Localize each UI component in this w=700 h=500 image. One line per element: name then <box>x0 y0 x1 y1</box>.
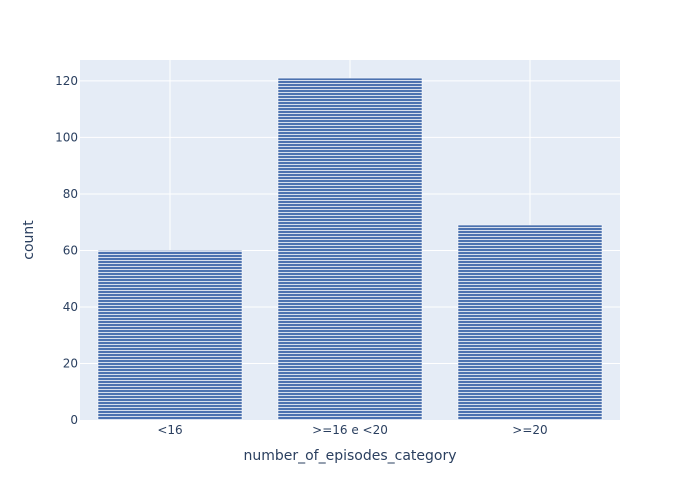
y-tick-label: 80 <box>63 187 78 201</box>
bar <box>457 224 603 421</box>
bar <box>277 77 423 421</box>
y-tick-label: 120 <box>55 74 78 88</box>
bar <box>97 250 243 421</box>
y-tick-label: 60 <box>63 243 78 257</box>
bars <box>97 77 603 421</box>
y-axis-ticks: 0 20 40 60 80 100 120 <box>55 74 78 427</box>
y-axis-title: count <box>21 220 37 260</box>
x-tick-label: >=16 e <20 <box>312 423 388 437</box>
x-tick-label: <16 <box>157 423 182 437</box>
y-tick-label: 20 <box>63 356 78 370</box>
y-tick-label: 0 <box>70 413 78 427</box>
x-axis-title: number_of_episodes_category <box>243 448 456 464</box>
y-tick-label: 100 <box>55 130 78 144</box>
y-tick-label: 40 <box>63 300 78 314</box>
x-tick-label: >=20 <box>512 423 547 437</box>
x-axis-ticks: <16 >=16 e <20 >=20 <box>157 423 547 437</box>
